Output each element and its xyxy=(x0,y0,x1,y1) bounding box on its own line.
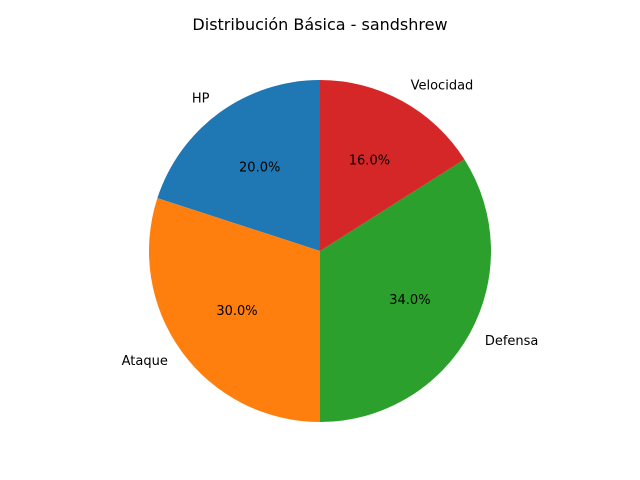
pie-category-label: Velocidad xyxy=(411,79,474,94)
pie-slice-ataque xyxy=(148,198,320,422)
pie-category-label: Ataque xyxy=(122,354,168,369)
pie-category-label: HP xyxy=(192,91,210,106)
pie-labels: 20.0% HP 30.0% Ataque 34.0% Defensa 16.0% Veloc… xyxy=(122,79,539,369)
pie-value-label: 20.0% xyxy=(239,160,280,175)
pie-slice-defensa xyxy=(320,159,491,423)
pie-value-label: 34.0% xyxy=(389,293,430,308)
pie-value-label: 30.0% xyxy=(216,304,257,319)
pie-slice-hp xyxy=(157,80,320,251)
pie-slice-velocidad xyxy=(320,80,465,251)
pie-slices xyxy=(148,80,491,423)
pie-category-label: Defensa xyxy=(485,334,539,349)
chart-title: Distribución Básica - sandshrew xyxy=(192,15,447,34)
pie-value-label: 16.0% xyxy=(349,154,390,169)
